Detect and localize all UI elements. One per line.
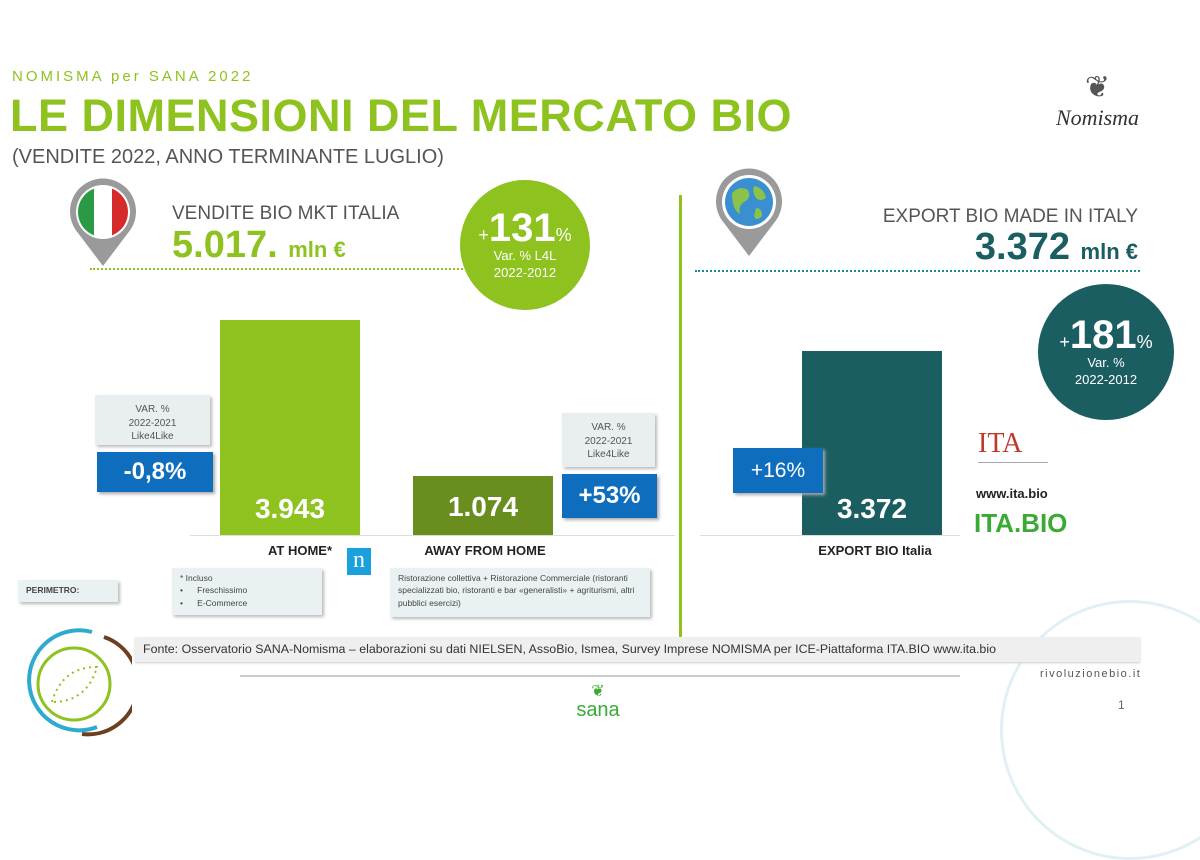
baseline	[700, 535, 960, 536]
export-total-unit: mln €	[1080, 239, 1138, 264]
italy-total-value: 5.017.	[172, 224, 278, 266]
site-link[interactable]: rivoluzionebio.it	[1040, 668, 1142, 680]
bar-value: 1.074	[447, 490, 519, 522]
t: 2022-2021	[584, 435, 633, 447]
export-growth-badge: +181% Var. % 2022-2012	[1038, 284, 1174, 420]
var-away: +53%	[562, 474, 657, 518]
baseline	[190, 535, 675, 536]
category-away: AWAY FROM HOME	[424, 543, 546, 558]
pct: %	[555, 225, 572, 246]
category-export: EXPORT BIO Italia	[818, 543, 932, 558]
at-home-note: * Incluso • Freschissimo • E-Commerce	[172, 568, 322, 615]
bar-value: 3.943	[254, 493, 326, 524]
section-divider	[679, 195, 682, 640]
growth-period: 2022-2012	[1074, 372, 1138, 387]
footer-line	[240, 675, 960, 677]
t: Freschissimo	[197, 585, 248, 596]
italy-growth-badge: +131% Var. % L4L 2022-2012	[460, 180, 590, 310]
category-at-home: AT HOME*	[267, 543, 333, 558]
away-note: Ristorazione collettiva + Ristorazione C…	[390, 568, 650, 617]
growth-value: 131	[488, 206, 556, 251]
t: VAR. %	[135, 404, 170, 415]
italy-flag-pin-icon	[70, 178, 136, 266]
growth-value: 181	[1069, 313, 1137, 358]
ita-url: www.ita.bio	[976, 486, 1048, 501]
italy-label: VENDITE BIO MKT ITALIA	[172, 203, 400, 224]
ita-logo-caption	[978, 462, 1048, 474]
leaf-icon: ❦	[591, 683, 605, 700]
nomisma-logo: ❦ Nomisma	[1040, 70, 1155, 131]
growth-caption: Var. %	[1087, 355, 1125, 371]
sana-logo-text: sana	[576, 699, 620, 721]
export-label: EXPORT BIO MADE IN ITALY	[882, 206, 1138, 227]
ita-bio-logo: ITA.BIO	[974, 508, 1068, 538]
organic-leaf-logo-icon	[27, 628, 132, 737]
var-caption-box: VAR. % 2022-2021 Like4Like	[95, 395, 210, 445]
bar-value: 3.372	[836, 492, 908, 524]
export-total: 3.372 mln €	[780, 226, 1138, 269]
ita-logo: ITA	[978, 430, 1022, 458]
t: Like4Like	[587, 449, 630, 460]
t: VAR. %	[591, 422, 626, 433]
italy-total: 5.017. mln €	[172, 224, 346, 267]
growth-period: 2022-2012	[493, 265, 557, 280]
var-caption-box: VAR. % 2022-2021 Like4Like	[562, 413, 655, 467]
sana-logo: ❦ sana	[573, 683, 623, 721]
divider-dotted	[695, 270, 1140, 272]
nomisma-emblem-icon: ❦	[1084, 71, 1111, 104]
page-subtitle: (VENDITE 2022, ANNO TERMINANTE LUGLIO)	[12, 146, 444, 168]
bar-at-home: 3.943	[220, 320, 360, 535]
nielsen-logo-icon: n	[347, 548, 371, 575]
page-title: LE DIMENSIONI DEL MERCATO BIO	[10, 90, 793, 141]
kicker: NOMISMA per SANA 2022	[12, 68, 254, 85]
t: * Incluso	[180, 573, 213, 583]
sign: +	[1059, 332, 1070, 353]
var-at-home: -0,8%	[97, 452, 213, 492]
var-export: +16%	[733, 448, 823, 493]
bar-export: 3.372	[802, 351, 942, 535]
perimetro-label: PERIMETRO:	[18, 580, 118, 602]
nomisma-logo-text: Nomisma	[1055, 105, 1140, 130]
source-note: Fonte: Osservatorio SANA-Nomisma – elabo…	[135, 637, 1140, 662]
sign: +	[478, 225, 489, 246]
ita-logo-text: ITA	[978, 428, 1023, 459]
t: E-Commerce	[197, 597, 248, 608]
growth-caption: Var. % L4L	[493, 248, 557, 264]
divider-dotted	[90, 268, 470, 270]
export-total-value: 3.372	[974, 226, 1070, 268]
pct: %	[1136, 332, 1153, 353]
bar-away-from-home: 1.074	[413, 476, 553, 535]
italy-total-unit: mln €	[288, 237, 346, 262]
t: 2022-2021	[128, 417, 177, 429]
page-number: 1	[1118, 698, 1125, 712]
t: Like4Like	[131, 431, 174, 442]
globe-pin-icon	[716, 168, 782, 256]
